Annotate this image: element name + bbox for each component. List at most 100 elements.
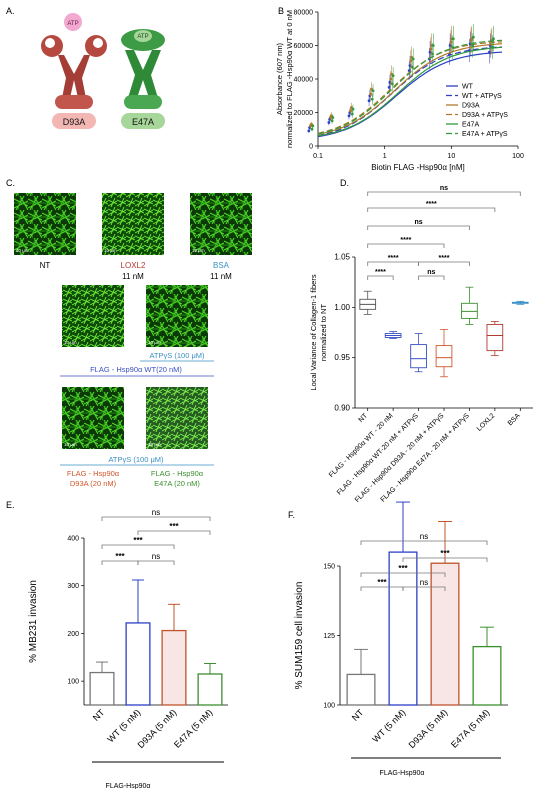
- panel-label-d: D.: [340, 178, 349, 188]
- label-e47a-1: FLAG - Hsp90α: [151, 469, 204, 478]
- chart-e-significance-bracket: [101, 560, 139, 565]
- chart-b-series-line: [317, 41, 503, 134]
- chart-e-significance-label: ns: [152, 508, 160, 517]
- label-wt: FLAG - Hsp90α WT(20 nM): [90, 365, 182, 374]
- chart-f-significance-label: ns: [420, 578, 428, 587]
- chart-d-x-tick-label: LOXL2: [476, 412, 496, 432]
- chart-f-x-tick-label: WT (5 nM): [370, 707, 407, 744]
- image-nt: [14, 193, 76, 255]
- label-d93a-2: D93A (20 nM): [70, 479, 117, 488]
- chart-f-significance-bracket: [360, 540, 488, 545]
- chart-f-y-tick-label: 100: [323, 703, 335, 710]
- chart-f-significance-label: ***: [377, 578, 387, 587]
- chart-f-y-tick-label: 125: [323, 633, 335, 640]
- label-nt: NT: [40, 261, 51, 270]
- chart-b-series-line: [317, 43, 503, 135]
- chart-b-series-line: [317, 46, 503, 137]
- chart-d-x-tick-label: FLAG - Hsp90α D93A - 20 nM + ATPγS: [354, 412, 446, 504]
- chart-e-y-tick-label: 100: [67, 679, 79, 686]
- chart-d-y-axis-label: Local Variance of Collagen-1 fibers: [309, 274, 318, 390]
- chart-b-legend-label: E47A: [462, 122, 479, 129]
- chart-e-significance-bracket: [137, 560, 175, 565]
- scale-bar-e47a: 10 μm: [148, 442, 161, 447]
- panel-label-a: A.: [6, 6, 15, 16]
- chart-d-significance-label: ns: [427, 269, 435, 276]
- chart-e-x-tick-label: E47A (5 nM): [172, 707, 214, 749]
- chart-b-x-tick-label: 100: [512, 153, 524, 160]
- chart-f-sum159-invasion: 100 125 150 % SUM159 cell invasion NT WT (5 n…: [294, 501, 508, 759]
- chart-d-x-tick-label: FLAG - Hsp90α E47A - 20 nM + ATPγS: [380, 412, 471, 503]
- chart-b-x-axis-label: Biotin FLAG -Hsp90α [nM]: [371, 163, 465, 172]
- atp-label-e47a: ATP: [137, 34, 148, 40]
- chart-b-dose-response: 0 20000 40000 60000 80000 0.1 1 10 100 Biotin FLA…: [275, 10, 524, 173]
- d93a-tag: [52, 113, 96, 129]
- scale-bar-d93a: 10 μm: [64, 442, 77, 447]
- chart-b-y-tick-label: 40000: [294, 77, 314, 84]
- label-loxl2-conc: 11 nM: [122, 272, 144, 281]
- chart-e-bar: [197, 673, 223, 706]
- chart-b-legend-label: E47A + ATPγS: [462, 131, 508, 138]
- chart-f-y-tick-label: 150: [323, 564, 335, 571]
- chart-d-x-tick-label: NT: [358, 412, 370, 424]
- chart-d-box: [486, 323, 504, 352]
- chart-e-y-tick-label: 200: [67, 631, 79, 638]
- chart-e-significance-bracket: [101, 516, 211, 521]
- chart-e-significance-bracket: [137, 530, 211, 535]
- label-d93a-1: FLAG - Hsp90α: [67, 469, 120, 478]
- chart-f-x-tick-label: E47A (5 nM): [449, 707, 491, 749]
- chart-b-y-tick-label: 80000: [294, 10, 314, 17]
- chart-d-significance-label: ****: [439, 255, 450, 262]
- image-wt-atp: [146, 285, 208, 347]
- chart-f-significance-label: ***: [440, 549, 450, 558]
- atp-label: ATP: [67, 21, 78, 27]
- chart-d-significance-label: ****: [388, 255, 399, 262]
- chart-b-legend-label: WT: [462, 84, 474, 91]
- label-atp-wt: ATPγS (100 μM): [149, 351, 205, 360]
- chart-b-y-axis-label: Absorbance (607 nm): [275, 42, 284, 115]
- chart-f-significance-label: ns: [420, 532, 428, 541]
- chart-d-x-tick-label: BSA: [507, 412, 522, 427]
- chart-d-significance-label: ****: [375, 269, 386, 276]
- chart-d-y-tick-label: 1.05: [334, 253, 350, 262]
- chart-d-y-axis-label: normalized to NT: [319, 304, 328, 362]
- chart-d-box: [410, 344, 427, 369]
- chart-f-bar: [472, 645, 502, 706]
- e47a-tag: [121, 113, 165, 129]
- chart-b-x-tick-label: 0.1: [313, 153, 323, 160]
- chart-d-y-tick-label: 1.00: [334, 303, 350, 312]
- chart-f-x-tick-label: NT: [350, 707, 366, 723]
- label-bsa: BSA: [213, 261, 230, 270]
- chart-d-significance-bracket: [367, 225, 470, 230]
- chart-f-significance-bracket: [402, 586, 446, 591]
- label-bsa-conc: 11 nM: [210, 272, 232, 281]
- chart-d-significance-bracket: [418, 275, 445, 280]
- bracket-label-f: FLAG-Hsp90α: [380, 770, 425, 777]
- chart-e-x-tick-label: WT (5 nM): [105, 707, 142, 744]
- image-d93a: [62, 387, 124, 449]
- chart-d-significance-label: ns: [440, 185, 448, 192]
- chart-e-significance-label: ***: [115, 552, 125, 561]
- chart-d-box: [435, 345, 453, 368]
- chart-b-legend-label: WT + ATPγS: [462, 93, 502, 100]
- chart-e-bar: [89, 671, 115, 706]
- chart-e-y-tick-label: 300: [67, 583, 79, 590]
- panel-label-e: E.: [6, 500, 15, 510]
- chart-f-bar: [346, 673, 376, 706]
- chart-b-y-tick-label: 60000: [294, 43, 314, 50]
- chart-b-series-line: [317, 46, 503, 137]
- chart-d-significance-bracket: [367, 243, 445, 248]
- chart-d-significance-bracket: [367, 191, 521, 196]
- chart-d-y-tick-label: 0.90: [334, 404, 350, 413]
- scale-bar-wt: 10 μm: [64, 340, 77, 345]
- label-loxl2: LOXL2: [121, 261, 146, 270]
- chart-b-y-axis-label: normalized to FLAG -Hsp90α WT at 0 nM: [285, 10, 294, 148]
- scale-bar-nt: 10 μm: [16, 248, 29, 253]
- chart-d-box: [461, 302, 478, 319]
- chart-b-legend-label: D93A: [462, 103, 480, 110]
- scale-bar-wt-atp: 10 μm: [148, 340, 161, 345]
- chart-b-x-tick-label: 1: [383, 153, 387, 160]
- chart-d-significance-bracket: [418, 261, 470, 266]
- chart-d-significance-label: ****: [400, 237, 411, 244]
- scale-bar-bsa: 10 μm: [192, 248, 205, 253]
- image-loxl2: [102, 193, 164, 255]
